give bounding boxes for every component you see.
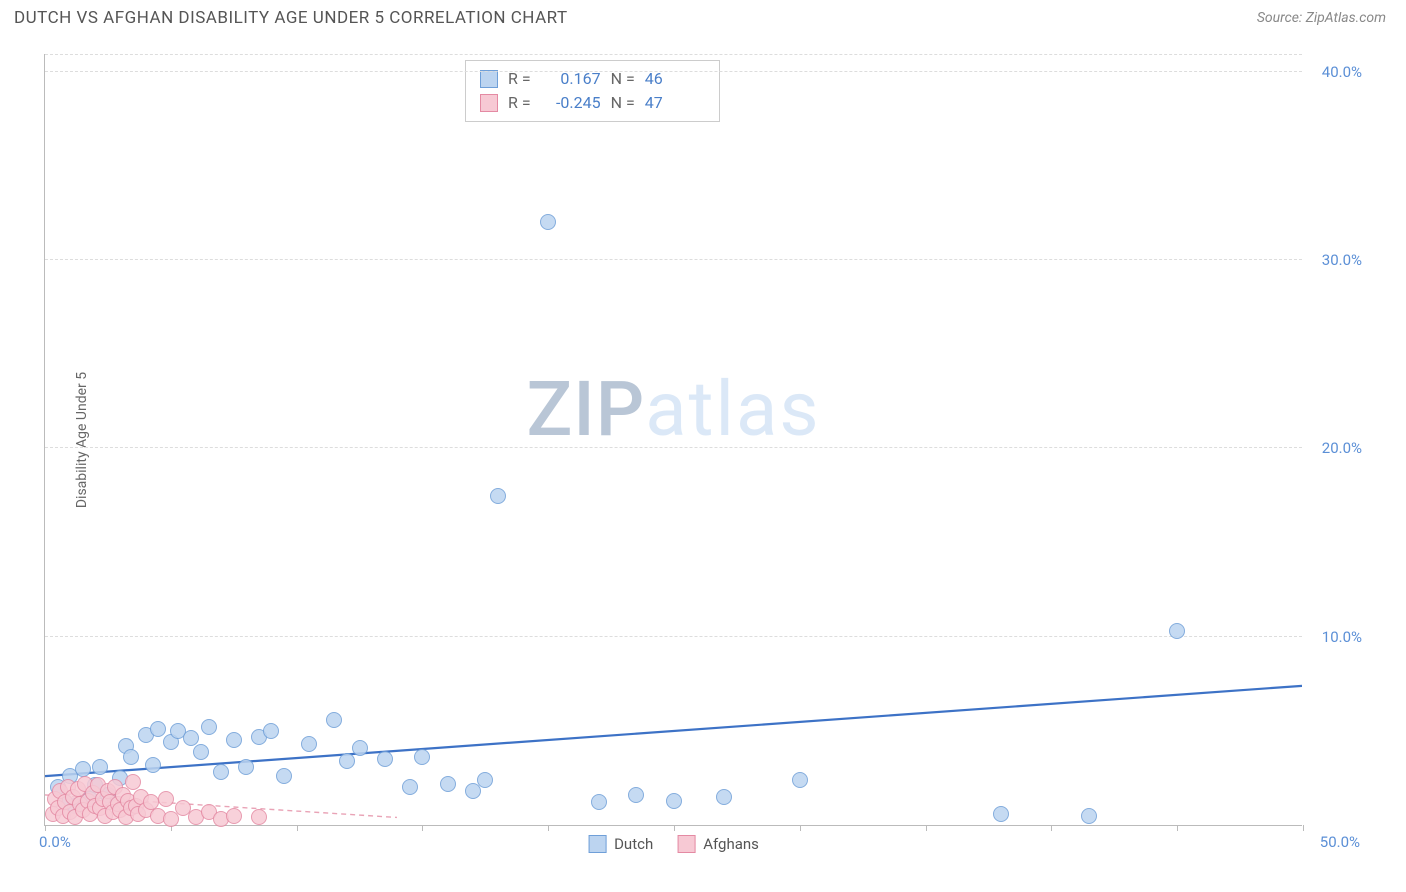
x-tick: [1303, 825, 1304, 831]
r-label: R =: [508, 91, 531, 115]
data-point: [123, 749, 139, 765]
data-point: [326, 712, 342, 728]
data-point: [414, 749, 430, 765]
data-point: [490, 488, 506, 504]
data-point: [1169, 623, 1185, 639]
y-tick-label: 10.0%: [1322, 628, 1362, 646]
y-tick-label: 40.0%: [1322, 63, 1362, 81]
data-point: [716, 789, 732, 805]
data-point: [377, 751, 393, 767]
data-point: [628, 787, 644, 803]
x-tick: [1051, 825, 1052, 831]
swatch-dutch: [480, 70, 498, 88]
source-label: Source: ZipAtlas.com: [1257, 10, 1386, 26]
swatch-dutch-icon: [588, 835, 606, 853]
data-point: [163, 811, 179, 827]
data-point: [193, 744, 209, 760]
watermark: ZIPatlas: [526, 364, 820, 454]
x-tick: [1177, 825, 1178, 831]
y-tick-label: 20.0%: [1322, 439, 1362, 457]
data-point: [591, 794, 607, 810]
data-point: [993, 806, 1009, 822]
correlation-row-afghans: R = -0.245 N = 47: [480, 91, 705, 115]
data-point: [1081, 808, 1097, 824]
data-point: [251, 809, 267, 825]
x-origin-label: 0.0%: [39, 833, 71, 851]
data-point: [276, 768, 292, 784]
data-point: [238, 759, 254, 775]
swatch-afghans: [480, 94, 498, 112]
data-point: [339, 753, 355, 769]
gridline: [45, 71, 1302, 72]
legend-label-dutch: Dutch: [614, 835, 653, 853]
trend-lines: [45, 54, 1302, 825]
data-point: [213, 764, 229, 780]
n-label: N =: [611, 91, 635, 115]
trend-line: [45, 686, 1302, 776]
y-tick-label: 30.0%: [1322, 251, 1362, 269]
gridline: [45, 447, 1302, 448]
data-point: [477, 772, 493, 788]
chart-area: Disability Age Under 5 ZIPatlas R = 0.16…: [44, 54, 1364, 826]
gridline: [45, 259, 1302, 260]
data-point: [440, 776, 456, 792]
data-point: [263, 723, 279, 739]
x-tick: [674, 825, 675, 831]
data-point: [226, 732, 242, 748]
chart-title: DUTCH VS AFGHAN DISABILITY AGE UNDER 5 C…: [14, 8, 568, 28]
r-value-afghans: -0.245: [541, 91, 601, 115]
data-point: [666, 793, 682, 809]
legend-item-dutch: Dutch: [588, 835, 653, 853]
watermark-atlas: atlas: [645, 364, 820, 454]
data-point: [226, 808, 242, 824]
n-value-afghans: 47: [645, 91, 705, 115]
legend-item-afghans: Afghans: [677, 835, 759, 853]
series-legend: Dutch Afghans: [588, 835, 759, 853]
x-tick: [548, 825, 549, 831]
data-point: [150, 721, 166, 737]
data-point: [301, 736, 317, 752]
x-tick: [800, 825, 801, 831]
scatter-plot: ZIPatlas R = 0.167 N = 46 R = -0.245 N =…: [44, 54, 1302, 826]
data-point: [352, 740, 368, 756]
x-tick: [45, 825, 46, 831]
data-point: [540, 214, 556, 230]
data-point: [201, 719, 217, 735]
x-tick: [297, 825, 298, 831]
swatch-afghans-icon: [677, 835, 695, 853]
data-point: [792, 772, 808, 788]
data-point: [92, 759, 108, 775]
data-point: [145, 757, 161, 773]
x-max-label: 50.0%: [1320, 833, 1360, 851]
data-point: [402, 779, 418, 795]
correlation-legend: R = 0.167 N = 46 R = -0.245 N = 47: [465, 60, 720, 122]
legend-label-afghans: Afghans: [703, 835, 759, 853]
data-point: [158, 791, 174, 807]
watermark-zip: ZIP: [526, 364, 645, 454]
gridline: [45, 54, 1302, 55]
data-point: [75, 761, 91, 777]
data-point: [125, 774, 141, 790]
x-tick: [926, 825, 927, 831]
gridline: [45, 636, 1302, 637]
chart-header: DUTCH VS AFGHAN DISABILITY AGE UNDER 5 C…: [0, 0, 1406, 32]
x-tick: [422, 825, 423, 831]
data-point: [465, 783, 481, 799]
